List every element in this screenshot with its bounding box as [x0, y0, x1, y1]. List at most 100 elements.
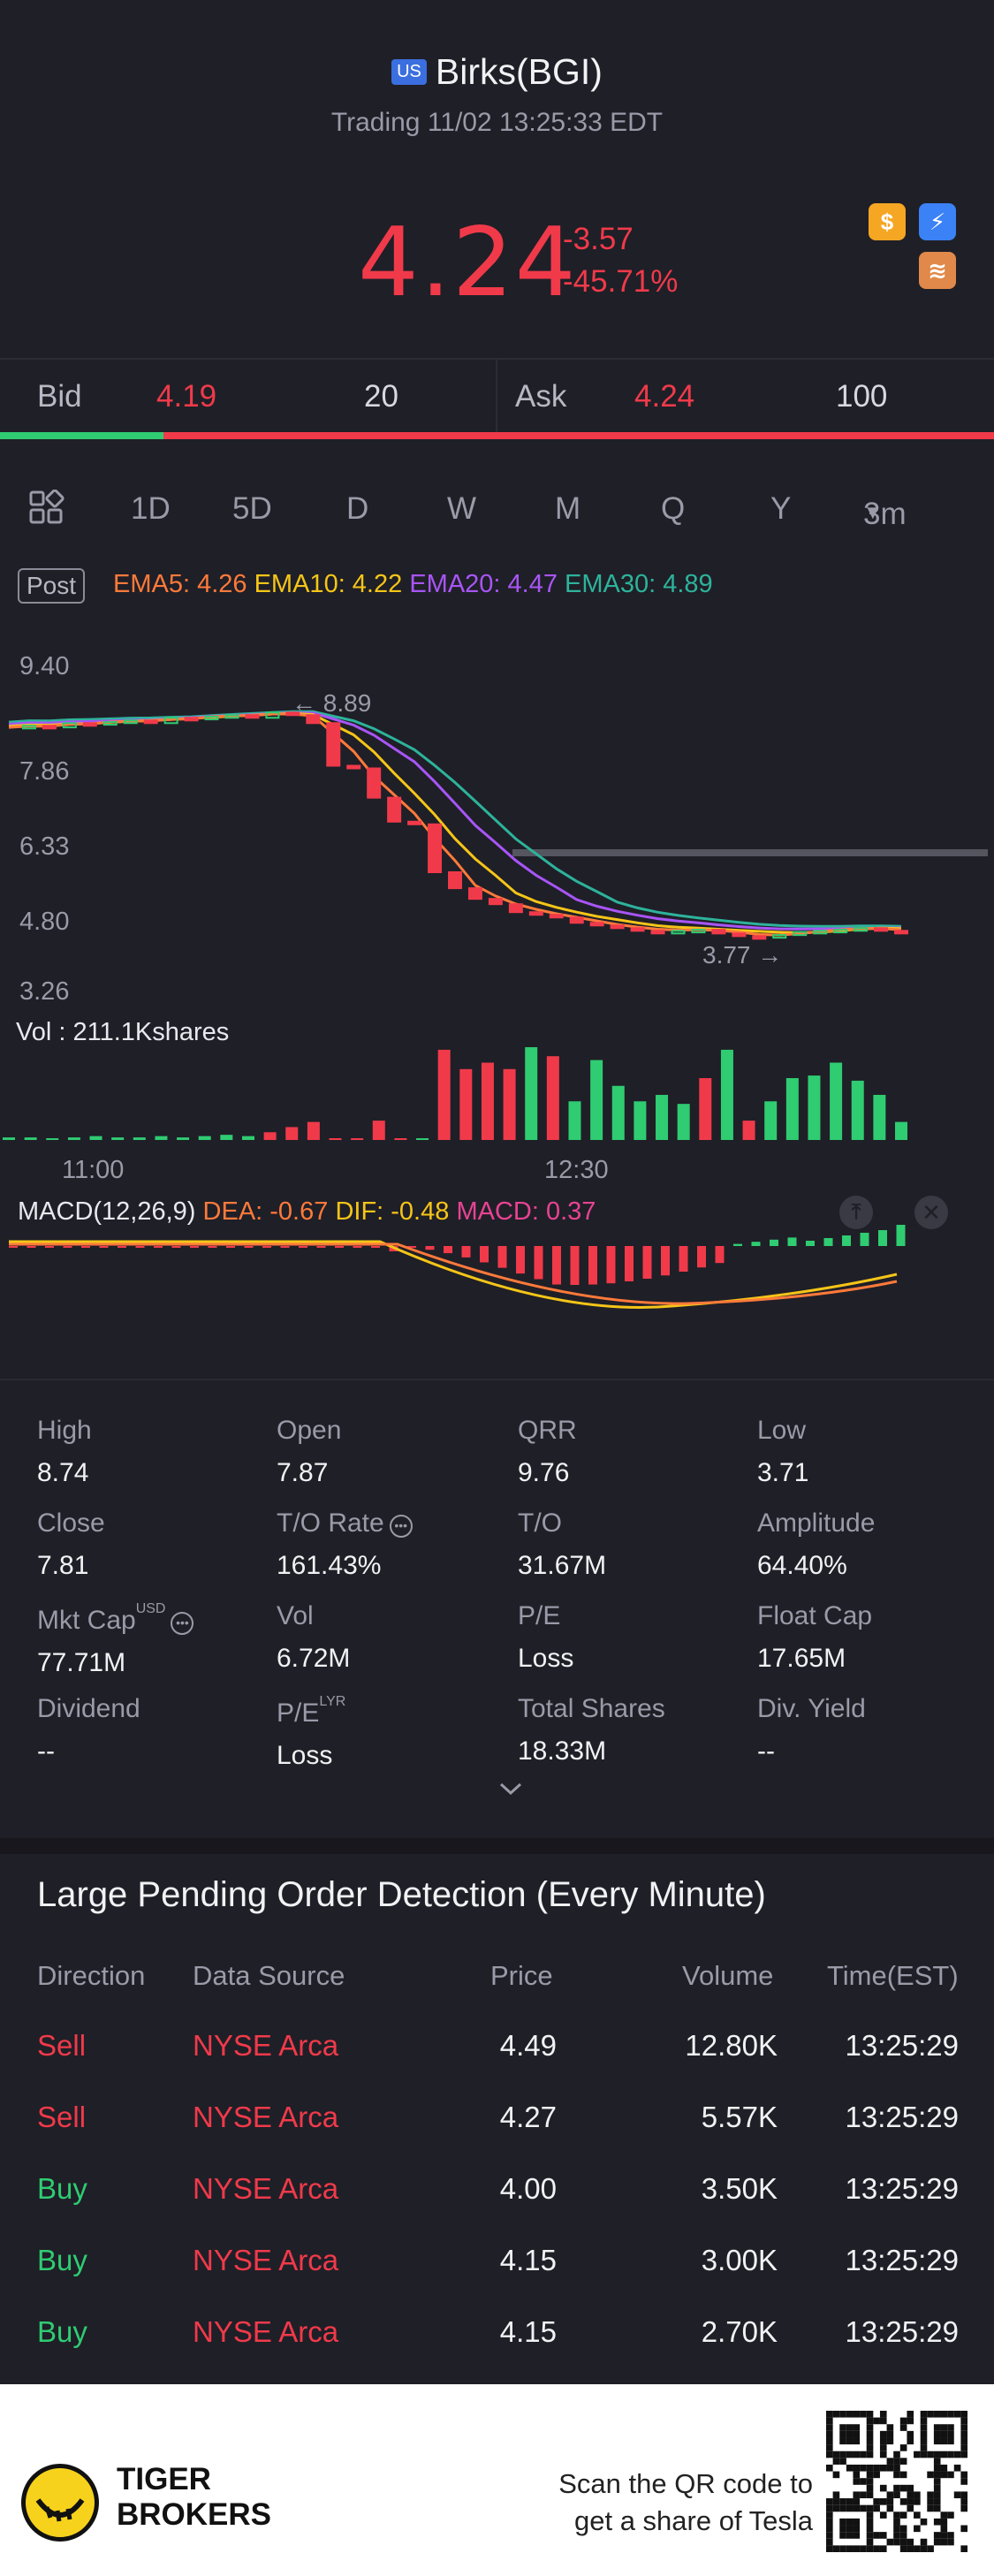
macd-bar [497, 1246, 507, 1268]
candle [528, 911, 543, 916]
candle [793, 931, 808, 937]
volume-bar [133, 1137, 146, 1140]
macd-bar [570, 1246, 580, 1285]
layers-icon[interactable]: ≋ [919, 252, 956, 289]
tab-w[interactable]: W [447, 491, 477, 526]
tab-d[interactable]: D [346, 491, 369, 526]
volume-bar [285, 1127, 299, 1140]
macd-bar [751, 1242, 761, 1246]
volume-bar [677, 1104, 690, 1140]
tab-y[interactable]: Y [770, 491, 792, 526]
volume-bar [656, 1094, 669, 1140]
candle [245, 714, 260, 719]
ask-price: 4.24 [634, 379, 695, 414]
macd-bar [45, 1246, 54, 1248]
scan-text: Scan the QR code to get a share of Tesla [558, 2468, 813, 2536]
large-order-panel: Large Pending Order Detection (Every Min… [0, 1854, 994, 2384]
macd-bar [516, 1246, 525, 1274]
volume-bar [764, 1101, 778, 1140]
candle [650, 930, 665, 935]
candle [306, 714, 321, 725]
qr-code-icon[interactable] [826, 2411, 967, 2552]
order-time: 13:25:29 [845, 2244, 959, 2276]
stat-pe-lyr: P/ELYR Loss [277, 1694, 346, 1770]
macd-bar [697, 1246, 706, 1268]
volume-bar [437, 1049, 451, 1140]
macd-bar [425, 1246, 435, 1250]
macd-bar [444, 1246, 452, 1254]
candle [448, 871, 462, 890]
stock-header: US Birks(BGI) Trading 11/02 13:25:33 EDT … [0, 0, 994, 353]
price-chart[interactable]: ← 8.89 3.77 → [0, 557, 994, 1370]
change-percent: -45.71% [563, 264, 679, 299]
tab-1d[interactable]: 1D [131, 491, 171, 526]
candle [184, 717, 199, 722]
expand-chevron-icon[interactable] [497, 1780, 524, 1802]
info-icon[interactable]: ••• [389, 1515, 413, 1538]
volume-bar [634, 1101, 647, 1140]
macd-bar [190, 1246, 199, 1248]
y-label-4: 4.80 [19, 908, 70, 936]
stat-amplitude: Amplitude 64.40% [757, 1508, 876, 1580]
macd-bar [896, 1225, 906, 1246]
grid-layout-icon[interactable] [28, 489, 65, 535]
macd-bar [407, 1246, 416, 1248]
candle [752, 935, 767, 940]
lightning-icon[interactable]: ⚡ [919, 203, 956, 240]
candle [367, 767, 382, 799]
price-layer: ← 8.89 3.77 → [3, 689, 988, 1309]
dollar-icon[interactable]: $ [869, 203, 906, 240]
pin-top-icon[interactable]: ⤒ [839, 1196, 873, 1229]
y-label-3: 6.33 [19, 832, 70, 861]
stat-high: High 8.74 [37, 1416, 92, 1487]
macd-bar [461, 1246, 471, 1258]
macd-bar [244, 1246, 254, 1248]
volume-bar [3, 1137, 15, 1140]
us-flag-icon: US [391, 59, 427, 85]
dif-line [9, 1240, 898, 1309]
macd-bar [135, 1246, 145, 1248]
macd-bar [480, 1246, 489, 1263]
volume-bar [67, 1137, 80, 1140]
volume-bar [546, 1056, 559, 1140]
section-separator [0, 1838, 994, 1854]
ema30-value: EMA30: 4.89 [565, 570, 713, 598]
candle [82, 722, 97, 727]
volume-bar [89, 1136, 102, 1140]
macd-bar [534, 1246, 543, 1280]
volume-bar [46, 1138, 59, 1140]
candle [813, 930, 828, 935]
volume-bar [851, 1080, 864, 1140]
stats-panel: High 8.74 Open 7.87 QRR 9.76 Low 3.71 Close 7… [0, 1379, 994, 1838]
macd-bar [625, 1246, 634, 1281]
order-time: 13:25:29 [845, 2315, 959, 2348]
chevron-down-icon: ▼ [863, 501, 883, 523]
stat-float-cap: Float Cap 17.65M [757, 1601, 873, 1673]
ema30-line [8, 710, 902, 928]
y-label-2: 7.86 [19, 757, 70, 786]
tab-q[interactable]: Q [661, 491, 686, 526]
macd-bar [63, 1246, 72, 1248]
candle [407, 820, 422, 825]
tiger-logo-icon [21, 2464, 99, 2542]
candle [488, 898, 503, 906]
candle [387, 796, 402, 823]
volume-bar [220, 1135, 233, 1140]
volume-bar [611, 1085, 625, 1140]
tab-m[interactable]: M [555, 491, 581, 526]
candle [671, 930, 686, 935]
dea-line [9, 1242, 898, 1305]
trading-status: Trading 11/02 13:25:33 EDT [330, 108, 664, 137]
candle [854, 927, 869, 932]
tab-3m[interactable]: 3m ▼ [863, 497, 907, 531]
close-icon[interactable]: ✕ [914, 1196, 948, 1229]
brand-name: TIGER BROKERS [117, 2462, 272, 2532]
macd-bar [715, 1246, 725, 1264]
order-price: 4.00 [499, 2172, 557, 2205]
order-volume: 3.50K [701, 2172, 778, 2205]
promo-footer[interactable]: TIGER BROKERS Scan the QR code to get a … [0, 2384, 994, 2576]
tab-5d[interactable]: 5D [232, 491, 272, 526]
volume-bar [895, 1121, 907, 1140]
info-icon[interactable]: ••• [171, 1612, 194, 1635]
macd-bar [226, 1246, 235, 1248]
